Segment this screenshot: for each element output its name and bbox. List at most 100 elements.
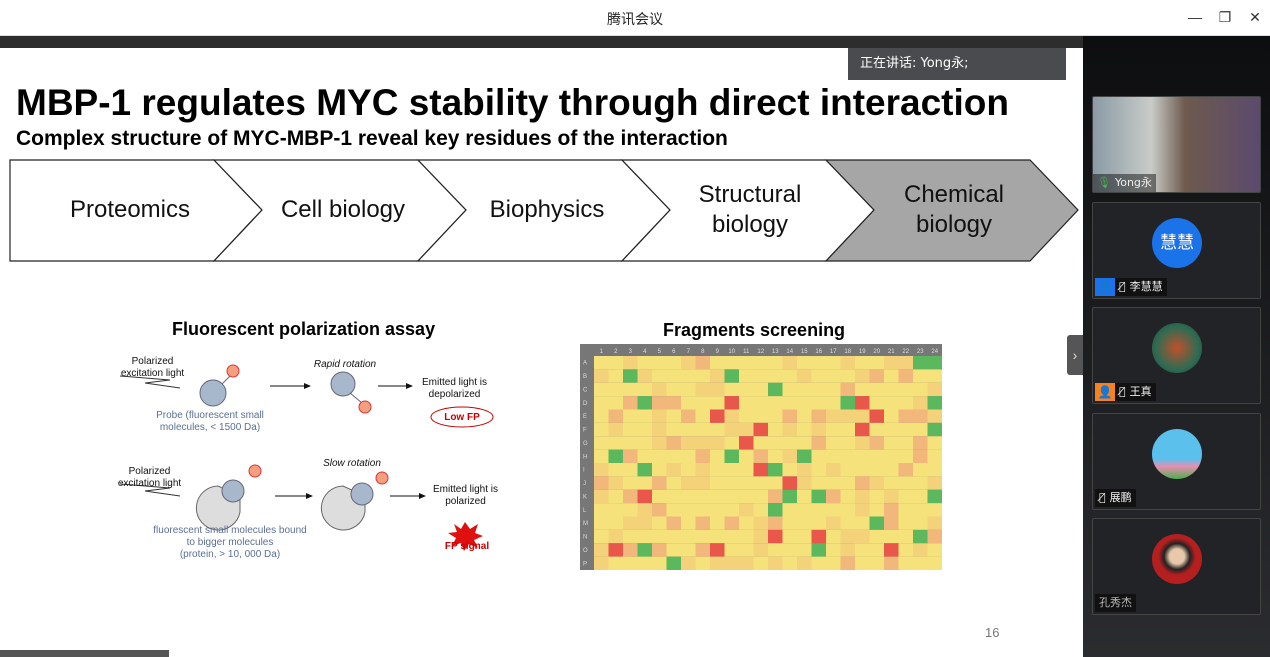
column-label: 1 [600,349,604,355]
column-label: 6 [672,349,676,355]
heatmap-cell [811,556,826,570]
participant-tile[interactable]: 孔秀杰 [1092,518,1261,615]
heatmap-cell [753,556,768,570]
heatmap-cell [884,503,899,517]
heatmap-cell [637,382,652,397]
heatmap-cell [608,422,623,437]
heatmap-cell [768,382,783,397]
heatmap-cell [608,476,623,490]
heatmap-cell [637,543,652,557]
heatmap-cell [739,382,754,397]
heatmap-cell [739,409,754,423]
heatmap-cell [710,476,725,490]
heatmap-cell [797,356,812,370]
participant-tile[interactable]: 🎙 Yong永 [1092,96,1261,193]
heatmap-cell [884,529,899,544]
participant-tile[interactable]: 👤 🎙̸ 王真 [1092,307,1261,404]
heatmap-cell [608,436,623,450]
heatmap-cell [811,436,826,450]
heatmap-cell [753,449,768,463]
heatmap-cell [594,556,609,570]
heatmap-cell [652,369,667,383]
heatmap-cell [739,422,754,437]
heatmap-cell [927,422,942,437]
heatmap-cell [710,463,725,477]
heatmap-cell [608,463,623,477]
row-label: I [583,468,585,474]
heatmap-cell [782,356,797,370]
heatmap-cell [913,476,928,490]
heatmap-cell [884,489,899,504]
participant-tile[interactable]: 🎙̸ 展鹏 [1092,413,1261,510]
column-label: 19 [859,349,866,355]
heatmap-cell [913,449,928,463]
heatmap-cell [782,543,797,557]
heatmap-cell [652,356,667,370]
column-label: 22 [902,349,909,355]
heatmap-cell [594,422,609,437]
heatmap-cell [681,516,696,530]
heatmap-cell [623,476,638,490]
minimize-button[interactable]: — [1188,9,1202,25]
restore-button[interactable]: ❐ [1218,9,1232,25]
heatmap-cell [739,489,754,504]
column-label: 14 [786,349,793,355]
heatmap-cell [739,463,754,477]
heatmap-cell [855,543,870,557]
heatmap-cell [710,436,725,450]
heatmap-cell [811,356,826,370]
heatmap-cell [695,436,710,450]
heatmap-cell [652,463,667,477]
heatmap-cell [927,463,942,477]
step-cell-biology: Cell biology [280,196,406,223]
heatmap-cell [855,556,870,570]
heatmap-cell [927,369,942,383]
heatmap-cell [782,529,797,544]
heatmap-cell [695,422,710,437]
speaking-indicator: 正在讲话: Yong永; [848,48,1066,80]
heatmap-cell [768,489,783,504]
heatmap-cell [724,436,739,450]
heatmap-cell [753,422,768,437]
heatmap-cell [869,449,884,463]
heatmap-cell [884,422,899,437]
heatmap-cell [623,449,638,463]
heatmap-cell [811,409,826,423]
heatmap-cell [681,396,696,410]
participant-tile[interactable]: 慧慧 👤 🎙̸ 李慧慧 [1092,202,1261,299]
heatmap-cell [913,409,928,423]
heatmap-cell [753,382,768,397]
heatmap-cell [898,369,913,383]
heatmap-cell [884,556,899,570]
heatmap-cell [826,529,841,544]
collapse-panel-button[interactable]: › [1067,335,1083,375]
column-label: 13 [772,349,779,355]
heatmap-cell [710,356,725,370]
heatmap-cell [623,543,638,557]
step-proteomics: Proteomics [69,196,191,223]
heatmap-cell [768,529,783,544]
heatmap-cell [782,409,797,423]
heatmap-cell [724,476,739,490]
heatmap-cell [840,449,855,463]
heatmap-cell [768,369,783,383]
heatmap-cell [782,436,797,450]
heatmap-cell [710,529,725,544]
heatmap-cell [594,409,609,423]
heatmap-cell [637,356,652,370]
close-button[interactable]: ✕ [1249,9,1261,25]
heatmap-cell [695,382,710,397]
heatmap-cell [826,463,841,477]
heatmap-cell [884,356,899,370]
heatmap-cell [710,449,725,463]
avatar [1152,534,1202,584]
row-label: O [583,548,588,554]
column-label: 21 [888,349,895,355]
heatmap-cell [637,556,652,570]
heatmap-cell [913,543,928,557]
fluorophore-icon [226,364,240,378]
heatmap-cell [768,463,783,477]
mic-muted-icon: 🎙̸ [1099,491,1106,504]
heatmap-cell [724,449,739,463]
heatmap-cell [840,476,855,490]
